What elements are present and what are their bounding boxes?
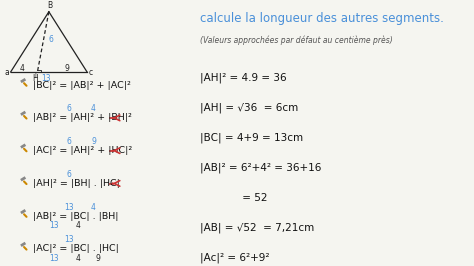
Text: 13: 13	[49, 254, 58, 263]
Text: 13: 13	[49, 221, 58, 230]
Text: (Valeurs approchées par défaut au centième près): (Valeurs approchées par défaut au centiè…	[200, 35, 392, 45]
Text: |AB| = √52  = 7,21cm: |AB| = √52 = 7,21cm	[200, 223, 314, 233]
Text: 9: 9	[64, 64, 69, 73]
Text: 13: 13	[64, 202, 74, 211]
Text: |AC|² = |AH|² + |HC|²: |AC|² = |AH|² + |HC|²	[33, 146, 132, 155]
Text: B: B	[47, 1, 53, 10]
Text: J: J	[34, 73, 36, 78]
Text: 6: 6	[49, 35, 54, 44]
Text: 9: 9	[91, 137, 96, 146]
Text: |Ac|² = 6²+9²: |Ac|² = 6²+9²	[200, 253, 269, 263]
Text: a: a	[5, 68, 9, 77]
Text: calcule la longueur des autres segments.: calcule la longueur des autres segments.	[200, 12, 444, 25]
Text: 4: 4	[75, 254, 80, 263]
Text: 9: 9	[96, 254, 100, 263]
Text: H: H	[32, 74, 38, 83]
Text: 13: 13	[64, 235, 74, 244]
Text: 4: 4	[91, 104, 96, 113]
Text: |AC|² = |BC| . |HC|: |AC|² = |BC| . |HC|	[33, 244, 119, 253]
Text: 4: 4	[75, 221, 80, 230]
Text: |AB|² = |AH|² + |BH|²: |AB|² = |AH|² + |BH|²	[33, 113, 132, 122]
Text: |BC|² = |AB|² + |AC|²: |BC|² = |AB|² + |AC|²	[33, 81, 131, 90]
Text: 4: 4	[91, 202, 96, 211]
Text: |BC| = 4+9 = 13cm: |BC| = 4+9 = 13cm	[200, 132, 303, 143]
Text: 4: 4	[19, 64, 24, 73]
Text: 6: 6	[67, 104, 72, 113]
Text: 6: 6	[67, 170, 72, 179]
Text: |AB|² = 6²+4² = 36+16: |AB|² = 6²+4² = 36+16	[200, 163, 321, 173]
Text: = 52: = 52	[200, 193, 267, 203]
Text: |AB|² = |BC| . |BH|: |AB|² = |BC| . |BH|	[33, 212, 118, 221]
Text: |AH|² = 4.9 = 36: |AH|² = 4.9 = 36	[200, 72, 286, 82]
Text: |AH| = √36  = 6cm: |AH| = √36 = 6cm	[200, 102, 298, 113]
Text: 6: 6	[67, 137, 72, 146]
Text: |AH|² = |BH| . |HC|: |AH|² = |BH| . |HC|	[33, 179, 120, 188]
Text: 13: 13	[41, 74, 51, 83]
Text: c: c	[89, 68, 92, 77]
